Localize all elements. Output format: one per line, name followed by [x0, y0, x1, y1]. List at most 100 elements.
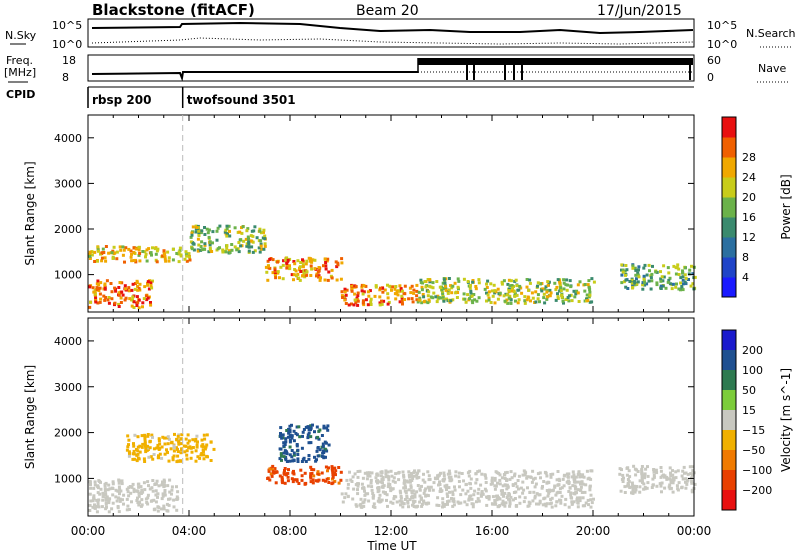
- data-cell: [92, 496, 96, 500]
- data-cell: [301, 434, 304, 438]
- data-cell: [129, 255, 133, 259]
- data-cell: [287, 429, 291, 433]
- data-cell: [581, 482, 585, 486]
- data-cell: [200, 438, 204, 442]
- data-cell: [163, 484, 167, 488]
- data-cell: [263, 237, 267, 241]
- data-cell: [566, 283, 570, 287]
- x-tick-label: 04:00: [172, 524, 207, 538]
- data-cell: [384, 469, 388, 473]
- data-cell: [655, 281, 659, 285]
- data-cell: [658, 482, 662, 486]
- data-cell: [377, 497, 381, 500]
- data-cell: [362, 284, 366, 288]
- data-cell: [240, 226, 243, 230]
- data-cell: [485, 291, 488, 295]
- data-cell: [680, 285, 684, 288]
- data-cell: [588, 485, 592, 489]
- data-cell: [427, 486, 431, 490]
- data-cell: [144, 445, 148, 449]
- data-cell: [410, 479, 414, 482]
- data-cell: [104, 498, 108, 502]
- data-cell: [510, 476, 514, 480]
- data-cell: [163, 255, 167, 259]
- data-cell: [96, 491, 100, 495]
- data-cell: [246, 227, 250, 231]
- data-cell: [274, 274, 277, 277]
- data-cell: [104, 245, 108, 248]
- data-cell: [150, 486, 154, 490]
- data-cell: [438, 285, 442, 289]
- data-cell: [170, 485, 174, 489]
- data-cell: [366, 484, 370, 488]
- data-cell: [118, 245, 122, 249]
- data-cell: [278, 457, 282, 461]
- data-cell: [446, 502, 449, 506]
- data-cell: [271, 468, 275, 472]
- data-cell: [110, 297, 114, 301]
- data-cell: [259, 239, 263, 243]
- data-cell: [288, 445, 292, 449]
- data-cell: [399, 495, 403, 498]
- data-cell: [484, 481, 488, 484]
- data-cell: [157, 484, 161, 488]
- data-cell: [669, 474, 673, 478]
- data-cell: [276, 270, 280, 274]
- data-cell: [137, 248, 141, 252]
- data-cell: [626, 287, 630, 290]
- data-cell: [141, 490, 145, 494]
- data-cell: [292, 451, 296, 455]
- data-cell: [558, 491, 562, 494]
- data-cell: [572, 500, 576, 504]
- data-cell: [132, 246, 136, 250]
- data-cell: [225, 244, 229, 248]
- data-cell: [356, 484, 360, 488]
- data-cell: [97, 289, 101, 292]
- data-cell: [325, 426, 329, 430]
- data-cell: [536, 284, 539, 288]
- data-cell: [388, 486, 392, 490]
- data-cell: [353, 298, 357, 302]
- data-cell: [211, 241, 214, 245]
- data-cell: [643, 474, 647, 478]
- data-cell: [515, 485, 519, 489]
- data-cell: [408, 286, 412, 290]
- data-cell: [317, 275, 321, 279]
- data-cell: [432, 481, 436, 485]
- data-cell: [517, 474, 521, 478]
- data-cell: [103, 287, 107, 291]
- data-cell: [476, 470, 480, 474]
- data-cell: [410, 297, 414, 301]
- data-cell: [165, 448, 168, 452]
- data-cell: [366, 492, 370, 496]
- data-cell: [550, 496, 554, 500]
- data-cell: [166, 250, 170, 254]
- data-cell: [195, 226, 199, 229]
- data-cell: [441, 281, 445, 285]
- data-cell: [155, 479, 159, 483]
- data-cell: [442, 471, 446, 475]
- data-cell: [179, 254, 183, 258]
- data-cell: [456, 291, 460, 294]
- data-cell: [520, 291, 524, 295]
- data-cell: [586, 498, 590, 502]
- data-cell: [553, 281, 557, 285]
- data-cell: [167, 256, 171, 260]
- data-cell: [135, 279, 139, 283]
- data-cell: [309, 426, 313, 430]
- data-cell: [668, 282, 672, 286]
- data-cell: [259, 242, 263, 246]
- data-cell: [189, 456, 193, 460]
- data-cell: [402, 486, 406, 490]
- data-cell: [483, 474, 487, 478]
- data-cell: [164, 259, 168, 263]
- data-cell: [559, 286, 563, 290]
- data-cell: [565, 288, 569, 292]
- data-cell: [630, 481, 634, 485]
- data-cell: [633, 467, 637, 471]
- data-cell: [163, 493, 167, 497]
- data-cell: [150, 286, 154, 290]
- data-cell: [526, 504, 530, 508]
- data-cell: [346, 486, 350, 490]
- data-cell: [387, 300, 391, 304]
